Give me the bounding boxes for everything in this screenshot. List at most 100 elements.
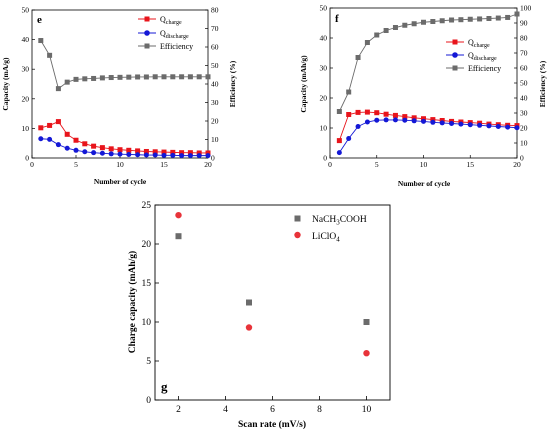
panel-e-xtick-label: 20 [204, 160, 212, 169]
panel-e-point-Efficiency [108, 75, 114, 81]
panel-f-ylabel-right: Efficiency (%) [538, 60, 547, 107]
panel-f-point-Qcharge [336, 138, 342, 144]
panel-e-point-Qdischarge [187, 153, 193, 159]
panel-f-plot-frame [329, 7, 518, 159]
panel-e-ytick-right-label: 10 [211, 135, 219, 144]
panel-f-point-Qdischarge [439, 120, 445, 126]
panel-e-legend-charge: Qcharge [160, 15, 182, 26]
panel-f-legend-efficiency: Efficiency [468, 64, 501, 73]
panel-e-legend-efficiency: Efficiency [160, 42, 193, 51]
panel-f-point-Qcharge [346, 112, 352, 117]
panel-e-point-Efficiency [64, 79, 70, 85]
panel-e-point-Efficiency [187, 74, 193, 80]
panel-e-legend-discharge-marker [144, 30, 150, 36]
panel-e-xtick-label: 5 [74, 160, 78, 169]
panel-f-ytick-right-label: 70 [520, 49, 528, 58]
panel-f-point-Qdischarge [495, 124, 501, 129]
panel-f-point-Efficiency [411, 21, 417, 27]
panel-e-point-Qcharge [55, 119, 61, 125]
panel-f-legend-charge: Qcharge [468, 38, 490, 49]
panel-e-point-Qcharge [82, 141, 88, 147]
panel-f-letter: f [335, 13, 339, 25]
panel-e-point-Qcharge [73, 137, 79, 143]
panel-f-point-Qdischarge [505, 124, 511, 130]
panel-f-point-Efficiency [514, 11, 520, 17]
panel-e-ytick-left-label: 30 [22, 65, 30, 74]
panel-e-legend: Qcharge Qdischarge Efficiency [138, 15, 193, 51]
panel-f-ytick-right-label: 20 [520, 124, 528, 133]
panel-e-point-Qdischarge [117, 151, 123, 157]
panel-e-ytick-right-label: 0 [211, 154, 215, 163]
panel-f-ytick-right-label: 50 [520, 79, 528, 88]
panel-f-point-Qdischarge [336, 150, 342, 156]
panel-g-xtick-label: 6 [270, 405, 275, 415]
panel-f-point-Efficiency [486, 16, 492, 21]
panel-f-point-Efficiency [505, 14, 511, 20]
panel-g-xtick-label: 8 [317, 405, 322, 415]
panel-f-chart: f Number of cycle Capacity (mAh/g) Effic… [299, 4, 547, 189]
panel-e-point-Qdischarge [135, 152, 141, 158]
panel-f-point-Qdischarge [430, 119, 436, 125]
panel-e-plot-frame [31, 9, 209, 159]
panel-e-point-Qcharge [196, 150, 202, 156]
panel-e-ytick-left-label: 10 [22, 124, 30, 133]
panel-e-xtick-label: 10 [116, 160, 124, 169]
panel-g-letter: g [161, 379, 168, 394]
panel-f-ytick-left-label: 0 [323, 154, 327, 163]
panel-e-point-Qdischarge [47, 136, 53, 142]
panel-f-point-Efficiency [402, 22, 408, 28]
panel-f-ytick-right-label: 0 [520, 154, 524, 163]
panel-f-series-Efficiency-line [338, 13, 518, 112]
panel-f-point-Qdischarge [355, 124, 361, 129]
panel-g-point-LiClO4 [175, 211, 182, 219]
panel-f-point-Qdischarge [514, 125, 520, 131]
panel-f-ytick-right-label: 30 [520, 109, 528, 118]
panel-e-point-Efficiency [161, 74, 167, 80]
panel-f-ytick-right-label: 80 [520, 34, 528, 43]
panel-f-ytick-right-label: 100 [520, 4, 532, 13]
panel-f-point-Qcharge [383, 111, 389, 117]
panel-f-point-Qcharge [392, 112, 398, 118]
panel-e-point-Qcharge [161, 149, 167, 155]
panel-f-point-Efficiency [458, 17, 464, 23]
panel-f-point-Qdischarge [421, 118, 426, 124]
panel-g-xtick-label: 10 [362, 405, 372, 415]
panel-e-point-Efficiency [91, 75, 97, 81]
panel-e-point-Efficiency [126, 74, 132, 80]
panel-g-ytick-label: 5 [146, 357, 151, 367]
panel-f-point-Efficiency [477, 16, 483, 22]
panel-g-point-LiClO4 [245, 324, 253, 331]
panel-g-legend-nach3cooh-marker [294, 215, 301, 222]
panel-f-point-Qcharge [402, 114, 408, 120]
panel-e-ytick-right-label: 50 [211, 61, 219, 70]
panel-f-point-Efficiency [355, 55, 361, 60]
panel-e-point-Qcharge [179, 150, 185, 156]
panel-g-legend-nach3cooh: NaCH3COOH [312, 215, 367, 227]
panel-e-point-Qcharge [47, 122, 53, 128]
panel-e-point-Efficiency [179, 74, 185, 80]
panel-e-point-Qcharge [99, 145, 105, 151]
panel-f-ylabel-left: Capacity (mAh/g) [299, 55, 308, 113]
panel-e-point-Qcharge [108, 146, 114, 152]
panel-f-point-Efficiency [383, 28, 389, 33]
panel-f-point-Qcharge [374, 110, 380, 116]
panel-e-ylabel-left: Capacity (mA/g) [1, 57, 10, 111]
panel-e-ylabel-right: Efficiency (%) [228, 60, 237, 107]
panel-g-ytick-label: 25 [142, 201, 152, 211]
panel-f-point-Qcharge [364, 109, 370, 115]
panel-e-point-Efficiency [170, 74, 176, 80]
panel-f-point-Qcharge [421, 116, 426, 122]
panel-e-point-Qdischarge [64, 145, 70, 151]
panel-f-point-Efficiency [495, 15, 501, 21]
panel-f-point-Qdischarge [477, 122, 483, 128]
panel-f-point-Qdischarge [458, 121, 464, 127]
panel-f-ytick-right-label: 10 [520, 139, 528, 148]
panel-f-point-Efficiency [421, 19, 426, 25]
panel-f-legend-discharge-marker [452, 52, 458, 58]
panel-f-legend: Qcharge Qdischarge Efficiency [446, 38, 501, 73]
panel-e-point-Qdischarge [205, 153, 211, 159]
panel-e-point-Qcharge [38, 125, 44, 131]
panel-e-point-Qdischarge [161, 152, 167, 158]
panel-f-point-Qdischarge [486, 123, 492, 129]
